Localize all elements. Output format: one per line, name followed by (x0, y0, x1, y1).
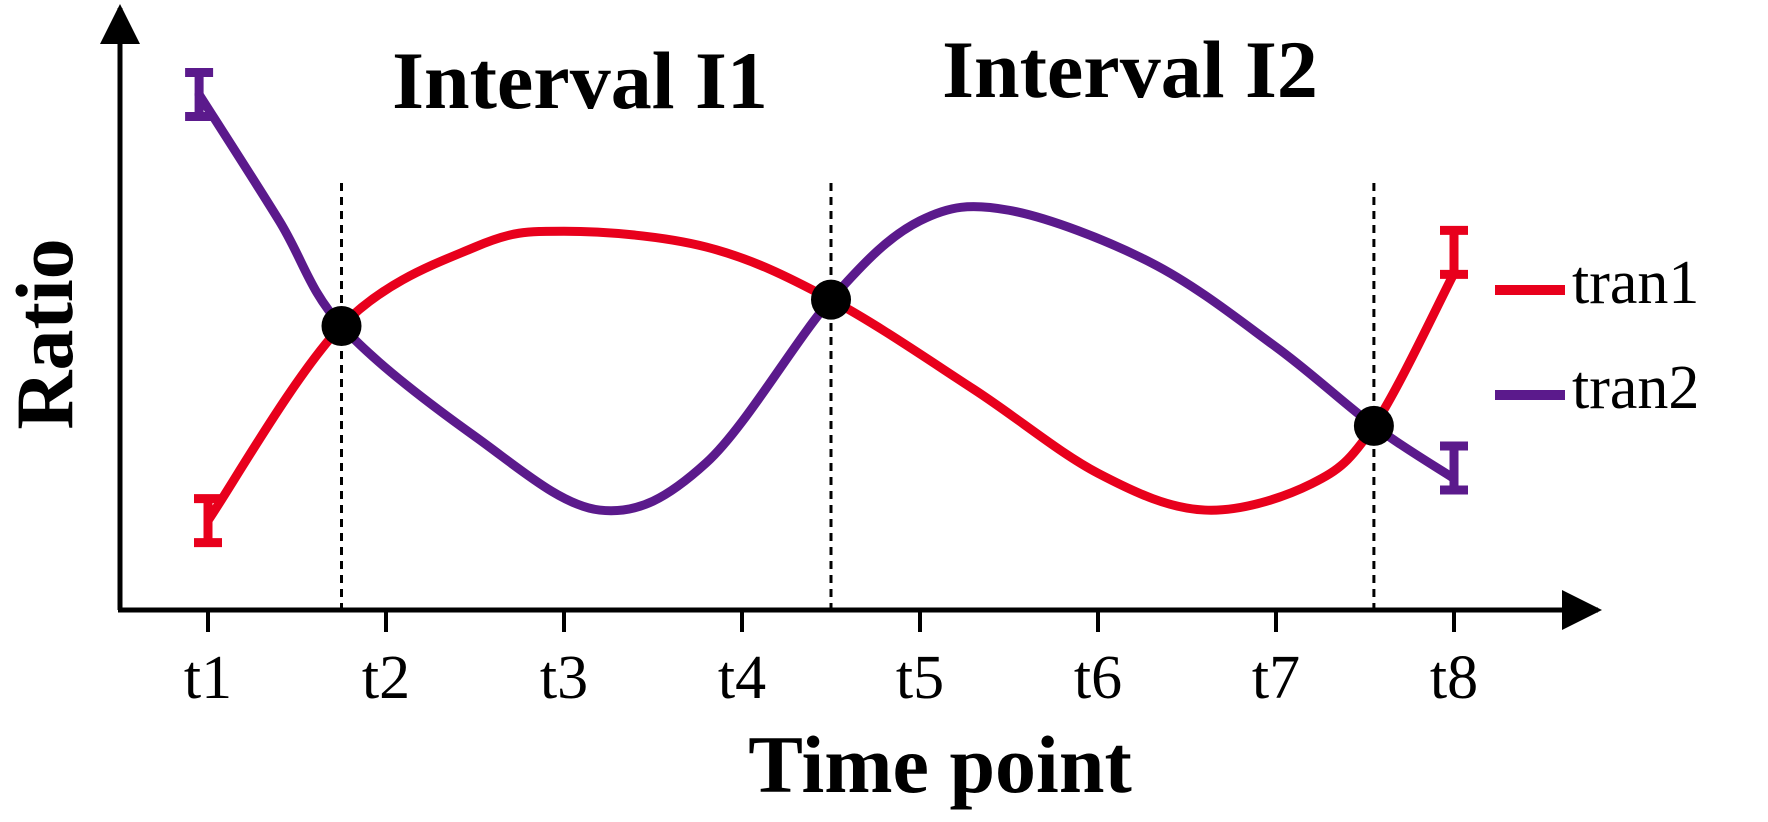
x-tick-label: t3 (540, 644, 588, 712)
x-tick-label: t5 (896, 644, 944, 712)
endpoint-bar-tran2 (185, 68, 214, 122)
series-line-tran1 (203, 226, 1459, 526)
legend: tran1 tran2 (1495, 249, 1699, 422)
interval-dividers (340, 183, 1376, 610)
intersection-point (321, 305, 362, 346)
endpoint-bar-tran1 (1440, 225, 1468, 279)
intersection-point (1353, 405, 1394, 446)
legend-label-tran2: tran2 (1572, 354, 1699, 422)
x-tick-label: t8 (1430, 644, 1478, 712)
x-tick-label: t2 (362, 644, 410, 712)
x-tick-label: t7 (1252, 644, 1300, 712)
x-tick-label: t1 (184, 644, 232, 712)
legend-label-tran1: tran1 (1572, 249, 1699, 317)
intersection-points (321, 279, 1394, 446)
x-tick-label: t4 (718, 644, 766, 712)
endpoint-bar-tran2 (1440, 441, 1468, 495)
interval-i2-label: Interval I2 (942, 24, 1318, 115)
y-axis-label: Ratio (0, 238, 90, 429)
x-ticks: t1 t2 t3 t4 t5 t6 t7 t8 (184, 610, 1478, 712)
x-axis-label: Time point (748, 719, 1132, 810)
endpoint-bar-tran1 (194, 494, 222, 548)
interval-i1-label: Interval I1 (392, 35, 768, 126)
x-tick-label: t6 (1074, 644, 1122, 712)
intersection-point (811, 279, 851, 320)
